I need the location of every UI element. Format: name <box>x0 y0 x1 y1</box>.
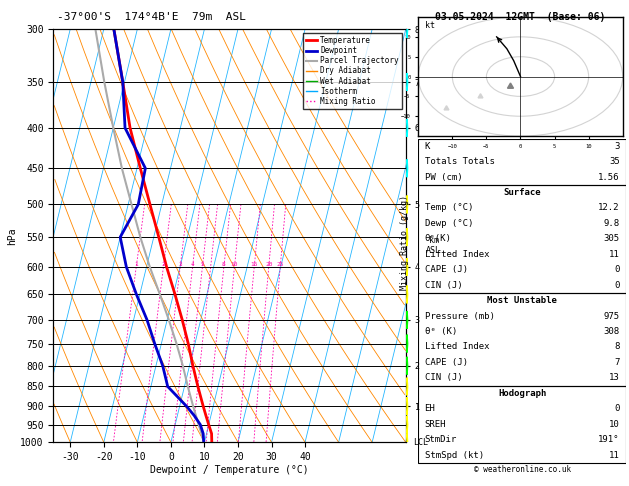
Text: -37°00'S  174°4B'E  79m  ASL: -37°00'S 174°4B'E 79m ASL <box>57 12 245 22</box>
Text: Mixing Ratio (g/kg): Mixing Ratio (g/kg) <box>400 195 409 291</box>
Text: 1.56: 1.56 <box>598 173 620 182</box>
Text: 0: 0 <box>615 265 620 274</box>
Y-axis label: km
ASL: km ASL <box>426 236 441 255</box>
Text: 10: 10 <box>609 420 620 429</box>
Text: 5: 5 <box>201 262 204 267</box>
X-axis label: Dewpoint / Temperature (°C): Dewpoint / Temperature (°C) <box>150 465 309 475</box>
Text: SREH: SREH <box>425 420 446 429</box>
Text: Lifted Index: Lifted Index <box>425 250 489 259</box>
Text: CIN (J): CIN (J) <box>425 281 462 290</box>
Text: 9.8: 9.8 <box>603 219 620 228</box>
Text: Temp (°C): Temp (°C) <box>425 204 473 212</box>
Text: Dewp (°C): Dewp (°C) <box>425 219 473 228</box>
Text: 975: 975 <box>603 312 620 321</box>
Text: 308: 308 <box>603 327 620 336</box>
Text: StmDir: StmDir <box>425 435 457 444</box>
Text: Hodograph: Hodograph <box>498 389 546 398</box>
Text: 191°: 191° <box>598 435 620 444</box>
Text: 35: 35 <box>609 157 620 166</box>
Text: StmSpd (kt): StmSpd (kt) <box>425 451 484 460</box>
Text: 11: 11 <box>609 451 620 460</box>
Text: 12.2: 12.2 <box>598 204 620 212</box>
Text: Most Unstable: Most Unstable <box>487 296 557 305</box>
Text: 4: 4 <box>191 262 194 267</box>
Text: 1: 1 <box>135 262 138 267</box>
Text: 20: 20 <box>265 262 272 267</box>
Text: K: K <box>425 142 430 151</box>
Text: 2: 2 <box>162 262 165 267</box>
Text: Lifted Index: Lifted Index <box>425 343 489 351</box>
Text: Totals Totals: Totals Totals <box>425 157 494 166</box>
Legend: Temperature, Dewpoint, Parcel Trajectory, Dry Adiabat, Wet Adiabat, Isotherm, Mi: Temperature, Dewpoint, Parcel Trajectory… <box>303 33 402 109</box>
Text: CAPE (J): CAPE (J) <box>425 358 467 367</box>
Text: © weatheronline.co.uk: © weatheronline.co.uk <box>474 465 571 474</box>
Text: θᵉ (K): θᵉ (K) <box>425 327 457 336</box>
Text: θᵉ(K): θᵉ(K) <box>425 234 452 243</box>
Text: 305: 305 <box>603 234 620 243</box>
Text: 03.05.2024  12GMT  (Base: 06): 03.05.2024 12GMT (Base: 06) <box>435 12 606 22</box>
Text: Pressure (mb): Pressure (mb) <box>425 312 494 321</box>
Y-axis label: hPa: hPa <box>8 227 18 244</box>
Text: 3: 3 <box>615 142 620 151</box>
Text: 8: 8 <box>222 262 226 267</box>
Text: 0: 0 <box>615 404 620 413</box>
Text: 13: 13 <box>609 373 620 382</box>
Text: Surface: Surface <box>503 188 541 197</box>
Text: 3: 3 <box>179 262 182 267</box>
Text: 10: 10 <box>231 262 238 267</box>
Text: 25: 25 <box>277 262 284 267</box>
Text: 0: 0 <box>615 281 620 290</box>
Text: 7: 7 <box>615 358 620 367</box>
Text: LCL: LCL <box>413 438 428 447</box>
Text: kt: kt <box>425 21 435 30</box>
Text: 11: 11 <box>609 250 620 259</box>
Text: EH: EH <box>425 404 435 413</box>
Text: PW (cm): PW (cm) <box>425 173 462 182</box>
Text: CIN (J): CIN (J) <box>425 373 462 382</box>
Text: 8: 8 <box>615 343 620 351</box>
Text: CAPE (J): CAPE (J) <box>425 265 467 274</box>
Text: 15: 15 <box>250 262 258 267</box>
